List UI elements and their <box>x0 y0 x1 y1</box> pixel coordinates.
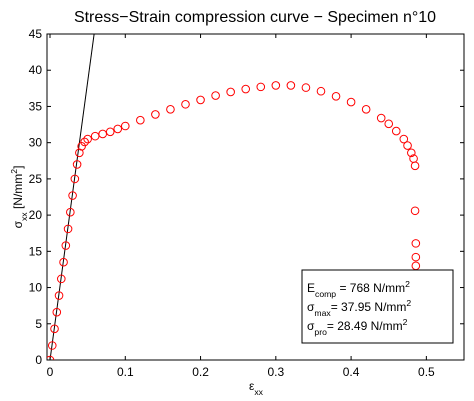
data-point <box>98 129 108 139</box>
data-point <box>77 141 86 151</box>
data-point <box>80 137 89 147</box>
data-point <box>411 252 421 262</box>
data-point <box>68 191 77 200</box>
data-point <box>384 119 394 129</box>
data-point <box>211 91 220 100</box>
data-point <box>376 113 386 123</box>
x-tick-label: 0 <box>47 365 54 379</box>
data-point <box>403 141 412 150</box>
data-point <box>316 86 326 96</box>
subscript: pro <box>314 327 327 337</box>
subscript: max <box>314 308 331 318</box>
chart-title: Stress−Strain compression curve − Specim… <box>74 9 436 26</box>
superscript: 2 <box>405 279 410 289</box>
data-point <box>361 105 371 114</box>
x-tick-label: 0.5 <box>418 365 435 379</box>
y-tick-label: 25 <box>29 172 43 186</box>
data-point <box>54 291 64 300</box>
data-point <box>136 115 145 125</box>
y-tick-label: 15 <box>29 244 43 258</box>
text-part: σ <box>307 319 315 333</box>
data-point <box>66 207 75 217</box>
data-point <box>61 241 71 250</box>
text-part: σ <box>307 300 315 314</box>
data-point <box>391 126 401 136</box>
x-tick-label: 0.3 <box>267 365 284 379</box>
subscript: xx <box>254 387 263 397</box>
data-point <box>407 148 416 158</box>
annotation-line: σmax= 37.95 N/mm2 <box>307 298 411 318</box>
text-part: E <box>307 281 315 295</box>
subscript: xx <box>19 212 29 221</box>
annotation-box <box>301 269 454 344</box>
superscript: 2 <box>9 169 19 174</box>
y-tick-label: 10 <box>29 281 43 295</box>
data-point <box>301 83 311 92</box>
y-tick-label: 20 <box>29 208 43 222</box>
data-point <box>410 206 420 216</box>
fit-line <box>49 34 95 360</box>
data-point <box>399 134 409 144</box>
x-tick-label: 0.4 <box>343 365 360 379</box>
annotation-line: Ecomp = 768 N/mm2 <box>307 279 410 299</box>
data-point <box>63 224 73 234</box>
data-point <box>331 92 341 101</box>
data-point <box>346 97 356 107</box>
y-tick-label: 5 <box>35 317 42 331</box>
superscript: 2 <box>403 317 408 327</box>
data-point <box>105 127 115 137</box>
annotation-line: σpro= 28.49 N/mm2 <box>307 317 408 337</box>
data-point <box>241 84 251 94</box>
y-tick-label: 0 <box>35 353 42 367</box>
text-part: σ <box>11 220 25 228</box>
data-point <box>411 239 421 248</box>
data-point <box>47 355 55 360</box>
y-tick-label: 35 <box>29 99 43 113</box>
data-point <box>59 257 68 267</box>
subscript: comp <box>315 289 336 299</box>
data-point <box>72 160 82 169</box>
data-point <box>83 134 92 144</box>
data-point <box>166 105 175 114</box>
superscript: 2 <box>406 298 411 308</box>
data-point <box>286 81 296 90</box>
x-tick-label: 0.1 <box>117 365 134 379</box>
plot-content <box>47 34 423 360</box>
y-tick-label: 30 <box>29 136 43 150</box>
data-point <box>256 82 266 92</box>
data-point <box>120 121 130 131</box>
data-point <box>410 161 420 171</box>
text-part: [N/mm <box>11 174 25 213</box>
data-point <box>181 99 190 109</box>
data-point <box>90 131 100 141</box>
data-point <box>196 95 205 105</box>
x-axis-label: εxx <box>249 379 264 397</box>
text-part: = 37.95 N/mm <box>331 300 407 314</box>
data-point <box>226 87 235 97</box>
data-point <box>70 174 80 184</box>
text-part: ] <box>11 166 25 169</box>
y-tick-label: 40 <box>29 63 43 77</box>
x-tick-label: 0.2 <box>192 365 209 379</box>
text-part: ε <box>249 379 255 393</box>
y-axis-label: σxx [N/mm2] <box>9 166 29 229</box>
data-point <box>151 110 160 119</box>
data-point <box>47 341 57 350</box>
data-point <box>50 324 59 334</box>
data-point <box>57 274 66 284</box>
text-part: = 768 N/mm <box>336 281 405 295</box>
data-point <box>113 124 123 134</box>
data-point <box>271 81 281 90</box>
data-point <box>52 307 62 317</box>
y-tick-label: 45 <box>29 27 43 41</box>
text-part: = 28.49 N/mm <box>327 319 403 333</box>
